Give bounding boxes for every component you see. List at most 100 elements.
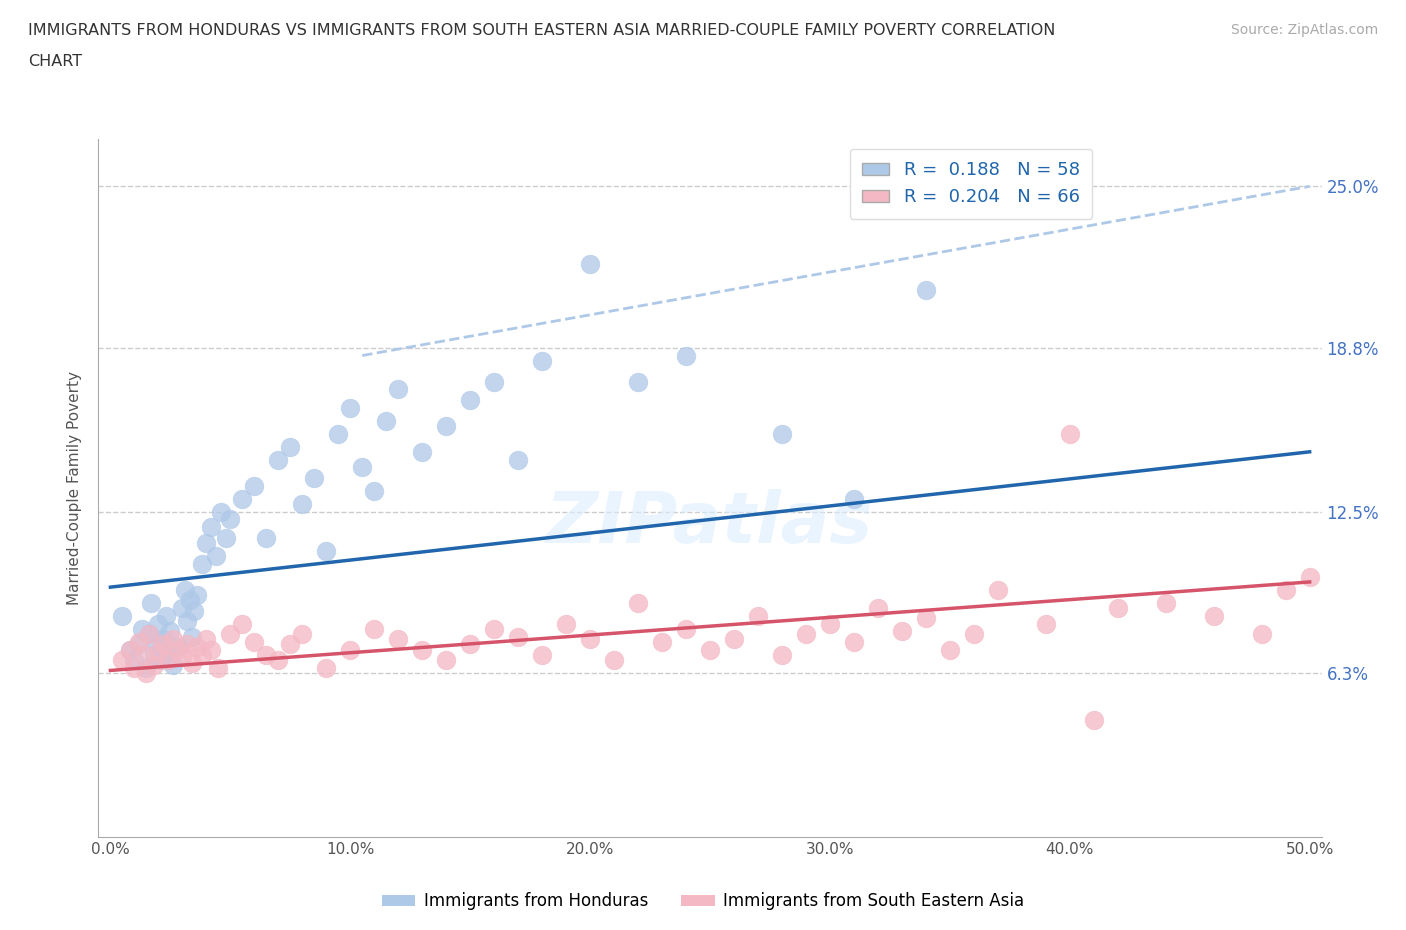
- Point: [111, 653, 134, 668]
- Point: [214, 530, 236, 545]
- Point: [172, 650, 194, 665]
- Point: [190, 647, 212, 662]
- Point: [458, 637, 481, 652]
- Point: [183, 604, 205, 618]
- Point: [152, 631, 174, 646]
- Point: [434, 653, 457, 668]
- Point: [315, 660, 337, 675]
- Point: [555, 617, 578, 631]
- Point: [148, 644, 170, 659]
- Point: [243, 634, 266, 649]
- Point: [207, 660, 229, 675]
- Point: [339, 400, 361, 415]
- Point: [231, 491, 253, 506]
- Point: [915, 283, 938, 298]
- Point: [531, 647, 554, 662]
- Point: [179, 592, 201, 607]
- Point: [1154, 595, 1177, 610]
- Point: [363, 484, 385, 498]
- Point: [794, 627, 817, 642]
- Point: [195, 631, 218, 646]
- Point: [675, 348, 697, 363]
- Point: [627, 374, 650, 389]
- Point: [1202, 608, 1225, 623]
- Point: [508, 630, 530, 644]
- Point: [124, 653, 146, 668]
- Point: [291, 627, 314, 642]
- Point: [363, 621, 385, 636]
- Point: [651, 634, 673, 649]
- Point: [142, 658, 165, 672]
- Point: [304, 471, 326, 485]
- Point: [770, 647, 793, 662]
- Point: [149, 653, 172, 668]
- Text: ZIPatlas: ZIPatlas: [547, 488, 873, 558]
- Point: [278, 439, 301, 454]
- Point: [352, 460, 374, 475]
- Point: [166, 643, 188, 658]
- Point: [231, 617, 253, 631]
- Point: [278, 637, 301, 652]
- Point: [159, 624, 181, 639]
- Point: [162, 631, 184, 646]
- Point: [156, 644, 179, 659]
- Point: [195, 536, 218, 551]
- Point: [603, 653, 626, 668]
- Point: [176, 637, 198, 652]
- Point: [411, 445, 433, 459]
- Point: [531, 353, 554, 368]
- Legend: R =  0.188   N = 58, R =  0.204   N = 66: R = 0.188 N = 58, R = 0.204 N = 66: [849, 149, 1092, 219]
- Point: [186, 588, 208, 603]
- Point: [162, 658, 184, 672]
- Point: [166, 640, 188, 655]
- Point: [387, 631, 409, 646]
- Text: CHART: CHART: [28, 54, 82, 69]
- Text: IMMIGRANTS FROM HONDURAS VS IMMIGRANTS FROM SOUTH EASTERN ASIA MARRIED-COUPLE FA: IMMIGRANTS FROM HONDURAS VS IMMIGRANTS F…: [28, 23, 1056, 38]
- Point: [315, 543, 337, 558]
- Point: [482, 374, 505, 389]
- Point: [128, 637, 150, 652]
- Point: [190, 556, 212, 571]
- Point: [987, 582, 1010, 597]
- Point: [173, 582, 195, 597]
- Legend: Immigrants from Honduras, Immigrants from South Eastern Asia: Immigrants from Honduras, Immigrants fro…: [375, 885, 1031, 917]
- Point: [176, 614, 198, 629]
- Point: [200, 520, 222, 535]
- Point: [675, 621, 697, 636]
- Point: [770, 426, 793, 441]
- Point: [508, 452, 530, 467]
- Point: [915, 611, 938, 626]
- Point: [254, 530, 277, 545]
- Point: [118, 643, 141, 658]
- Point: [219, 627, 242, 642]
- Point: [579, 631, 602, 646]
- Point: [328, 426, 350, 441]
- Point: [128, 634, 150, 649]
- Point: [124, 660, 146, 675]
- Point: [627, 595, 650, 610]
- Point: [131, 621, 153, 636]
- Point: [1298, 569, 1320, 584]
- Point: [155, 608, 177, 623]
- Point: [132, 647, 155, 662]
- Point: [267, 452, 290, 467]
- Point: [482, 621, 505, 636]
- Point: [111, 608, 134, 623]
- Point: [118, 643, 141, 658]
- Point: [842, 634, 865, 649]
- Point: [434, 418, 457, 433]
- Point: [219, 512, 242, 527]
- Point: [135, 660, 157, 675]
- Y-axis label: Married-Couple Family Poverty: Married-Couple Family Poverty: [67, 371, 83, 605]
- Point: [339, 643, 361, 658]
- Point: [963, 627, 986, 642]
- Point: [138, 627, 160, 642]
- Point: [152, 637, 174, 652]
- Point: [145, 634, 167, 649]
- Point: [267, 653, 290, 668]
- Point: [579, 257, 602, 272]
- Point: [842, 491, 865, 506]
- Point: [148, 617, 170, 631]
- Point: [375, 413, 398, 428]
- Point: [186, 640, 208, 655]
